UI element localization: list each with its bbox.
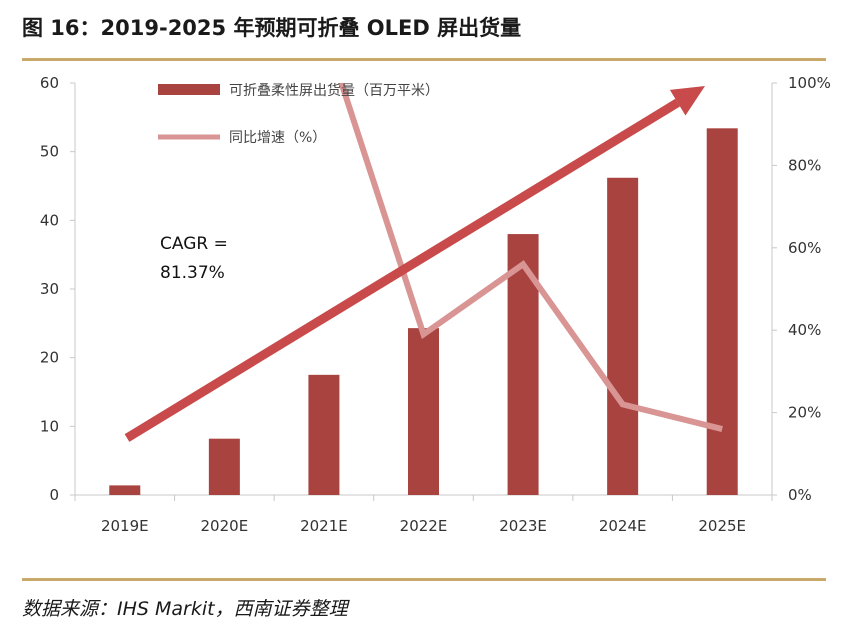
y-left-tick-label: 50 — [40, 143, 59, 161]
y-right-tick-label: 60% — [788, 239, 821, 257]
y-left-tick-label: 20 — [40, 349, 59, 367]
source-note: 数据来源：IHS Markit，西南证券整理 — [22, 598, 348, 620]
x-tick-label: 2020E — [201, 517, 249, 535]
trend-arrow-head — [669, 86, 705, 116]
y-right-tick-label: 80% — [788, 156, 821, 174]
bottom-divider — [22, 578, 826, 581]
top-divider — [22, 58, 826, 61]
y-right-tick-label: 0% — [788, 486, 812, 504]
bar-2024E — [607, 177, 639, 495]
x-tick-label: 2025E — [698, 517, 746, 535]
axes: 0 10 20 30 40 50 60 0% 20% 40% 60% 80% 100% 2019E 2020… — [40, 74, 831, 535]
x-tick-label: 2024E — [599, 517, 647, 535]
legend-line-label: 同比增速（%） — [229, 130, 326, 146]
cagr-label: CAGR = — [160, 234, 228, 254]
x-tick-label: 2023E — [499, 517, 547, 535]
bar-2025E — [706, 128, 738, 495]
bar-2019E — [109, 485, 141, 495]
figure-title: 图 16：2019-2025 年预期可折叠 OLED 屏出货量 — [22, 16, 522, 40]
legend: 可折叠柔性屏出货量（百万平米） 同比增速（%） — [158, 82, 439, 146]
y-left-tick-label: 30 — [40, 280, 59, 298]
growth-line — [338, 83, 723, 432]
y-left-tick-label: 0 — [49, 486, 59, 504]
bar-2022E — [408, 328, 439, 495]
y-left-tick-label: 40 — [40, 211, 59, 229]
x-tick-label: 2021E — [300, 517, 348, 535]
x-tick-label: 2019E — [101, 517, 149, 535]
y-left-tick-label: 10 — [40, 417, 59, 435]
y-right-tick-label: 20% — [788, 404, 821, 422]
y-right-tick-label: 100% — [788, 74, 831, 92]
trend-arrow-shaft — [124, 98, 681, 442]
bars — [109, 128, 738, 496]
legend-bar-swatch — [158, 84, 220, 95]
trend-arrow — [124, 86, 705, 442]
cagr-annotation: CAGR = 81.37% — [160, 234, 228, 283]
x-tick-label: 2022E — [400, 517, 448, 535]
y-left-tick-label: 60 — [40, 74, 59, 92]
cagr-value: 81.37% — [160, 263, 225, 283]
bar-2021E — [308, 374, 340, 495]
y-right-tick-label: 40% — [788, 321, 821, 339]
growth-line-series — [338, 83, 723, 432]
bar-2020E — [208, 438, 240, 495]
legend-bar-label: 可折叠柔性屏出货量（百万平米） — [229, 82, 439, 99]
